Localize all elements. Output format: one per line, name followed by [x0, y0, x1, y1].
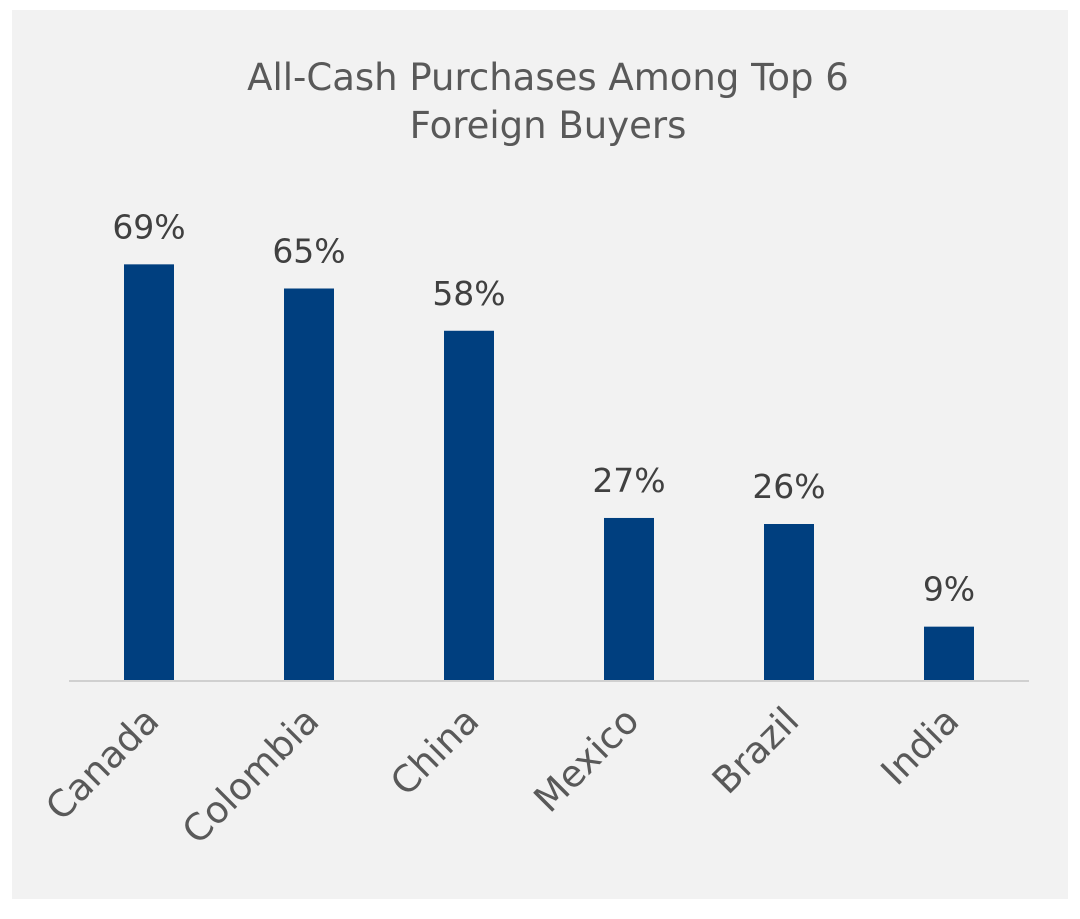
value-label-india: 9%	[923, 570, 975, 609]
labels-layer: 69% 65% 58% 27% 26% 9%	[112, 207, 975, 608]
chart-title-line-1: All-Cash Purchases Among Top 6	[247, 56, 849, 99]
bars-layer	[124, 264, 974, 681]
bar-china	[444, 330, 494, 681]
value-label-brazil: 26%	[752, 467, 825, 506]
x-tick-label-india: India	[873, 699, 968, 794]
x-tick-label-brazil: Brazil	[704, 699, 807, 802]
ticks-layer: Canada Colombia China Mexico Brazil India	[37, 699, 967, 852]
chart-title-line-2: Foreign Buyers	[410, 104, 687, 147]
bar-chart: All-Cash Purchases Among Top 6 Foreign B…	[37, 56, 1029, 852]
bar-india	[924, 626, 974, 681]
value-label-mexico: 27%	[592, 461, 665, 500]
x-tick-label-china: China	[382, 699, 487, 804]
value-label-china: 58%	[432, 274, 505, 313]
bar-colombia	[284, 288, 334, 681]
bar-mexico	[604, 517, 654, 681]
x-tick-label-canada: Canada	[37, 699, 167, 829]
value-label-canada: 69%	[112, 207, 185, 246]
bar-canada	[124, 264, 174, 681]
x-tick-label-colombia: Colombia	[174, 699, 327, 852]
bar-brazil	[764, 524, 814, 681]
value-label-colombia: 65%	[272, 232, 345, 271]
chart-panel: All-Cash Purchases Among Top 6 Foreign B…	[12, 10, 1068, 899]
x-tick-label-mexico: Mexico	[526, 699, 648, 821]
